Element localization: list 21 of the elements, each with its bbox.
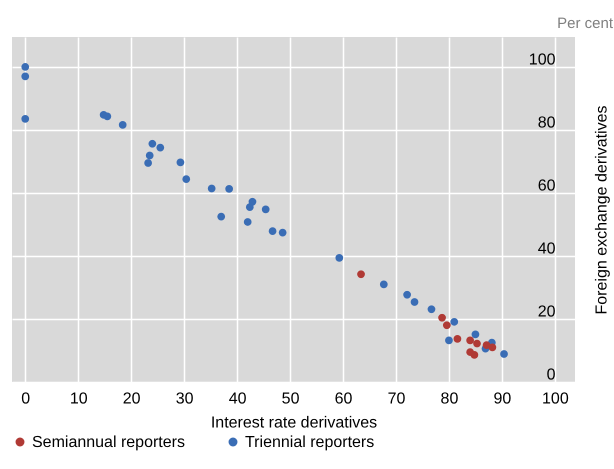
y-tick-label: 100 <box>528 51 556 68</box>
legend-label: Semiannual reporters <box>32 434 185 451</box>
x-tick-label: 50 <box>282 390 300 408</box>
y-axis-title: Foreign exchange derivatives <box>594 105 610 315</box>
y-tick-label: 80 <box>538 114 556 132</box>
x-tick-label: 70 <box>388 390 406 408</box>
y-tick-label: 60 <box>538 177 556 194</box>
y-tick-label: 0 <box>546 366 556 384</box>
x-tick-label: 40 <box>228 390 247 408</box>
x-tick-label: 30 <box>176 390 194 408</box>
x-tick-label: 80 <box>440 390 458 408</box>
x-tick-label: 90 <box>494 390 512 408</box>
y-tick-label: 40 <box>538 240 556 258</box>
x-tick-label: 10 <box>70 390 88 408</box>
x-tick-label: 0 <box>21 390 30 408</box>
y-tick-label: 20 <box>538 303 556 320</box>
x-tick-label: 60 <box>334 390 353 408</box>
legend-label: Triennial reporters <box>245 434 374 451</box>
text: Per cent <box>557 15 614 32</box>
x-axis-title: Interest rate derivatives <box>210 414 378 432</box>
x-tick-label: 20 <box>122 390 141 408</box>
